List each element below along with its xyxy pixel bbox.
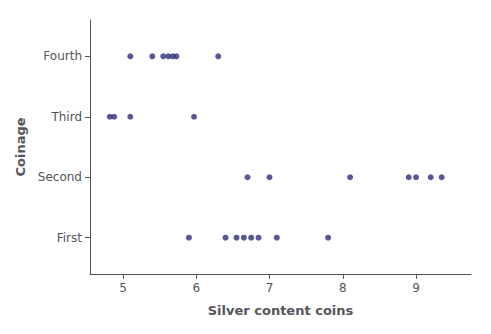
svg-text:8: 8: [339, 281, 347, 295]
svg-text:Coinage: Coinage: [13, 117, 28, 176]
svg-text:Third: Third: [50, 110, 82, 124]
svg-text:Second: Second: [38, 170, 82, 184]
svg-text:First: First: [57, 231, 83, 245]
svg-text:6: 6: [192, 281, 200, 295]
svg-text:7: 7: [266, 281, 274, 295]
svg-text:Silver content coins: Silver content coins: [208, 303, 354, 318]
svg-text:Fourth: Fourth: [43, 49, 82, 63]
svg-text:9: 9: [412, 281, 420, 295]
svg-text:5: 5: [119, 281, 127, 295]
